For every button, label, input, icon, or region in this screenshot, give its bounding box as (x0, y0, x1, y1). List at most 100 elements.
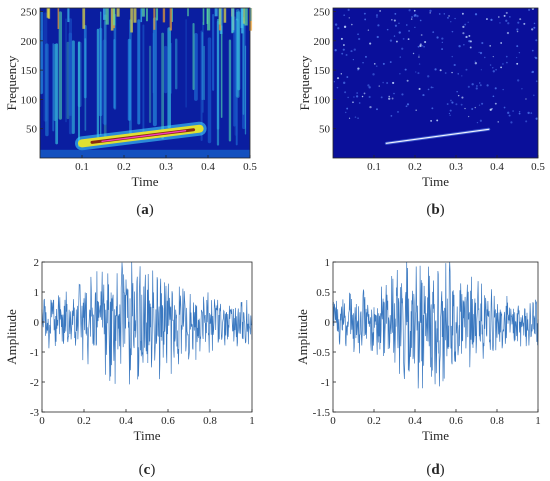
sst-point (489, 64, 492, 66)
scalogram-streak (202, 21, 204, 113)
sst-point (461, 96, 464, 99)
sst-point (412, 52, 415, 55)
sst-point (362, 62, 364, 64)
sst-point (436, 36, 439, 39)
sst-point (469, 46, 472, 49)
panel-a-caption: (a) (136, 202, 154, 218)
y-tick-label: 150 (21, 65, 38, 77)
scalogram-top-patch (162, 8, 166, 23)
x-tick-label: 1 (535, 415, 541, 427)
sst-point (376, 108, 378, 111)
sst-point (405, 105, 408, 108)
panel-a-y-ticks: 50 100 150 200 250 (21, 7, 43, 136)
sst-point (348, 17, 350, 19)
sst-point (343, 81, 346, 85)
sst-point (497, 121, 499, 123)
sst-point (518, 112, 521, 115)
sst-point (460, 103, 463, 106)
sst-point (376, 16, 378, 18)
sst-point (521, 88, 523, 90)
sst-point (343, 44, 345, 46)
sst-point (467, 115, 470, 118)
sst-point (386, 28, 389, 31)
sst-point (399, 56, 401, 58)
y-tick-label: 200 (21, 36, 38, 48)
scalogram-top-patch (141, 8, 145, 17)
sst-point (336, 86, 339, 89)
sst-point (357, 33, 359, 36)
y-tick-label: 50 (26, 124, 38, 136)
sst-point (363, 12, 366, 15)
sst-point (519, 18, 522, 21)
sst-point (484, 56, 486, 59)
sst-point (358, 37, 361, 41)
sst-point (474, 60, 476, 62)
sst-point (407, 38, 410, 41)
sst-point (450, 21, 452, 23)
sst-point (500, 66, 502, 69)
x-tick-label: 0.8 (203, 415, 217, 427)
sst-background (333, 8, 538, 158)
sst-point (393, 92, 395, 95)
sst-point (340, 37, 343, 40)
panel-c-y-ticks: -3 -2 -1 0 1 2 (30, 257, 45, 419)
sst-point (394, 24, 398, 27)
sst-point (451, 55, 453, 58)
sst-point (414, 26, 416, 28)
sst-point (502, 88, 504, 91)
sst-point (365, 55, 367, 58)
sst-point (422, 94, 425, 97)
scalogram-streak (65, 18, 67, 123)
ridge-highlight (101, 130, 187, 143)
scalogram-streak (242, 17, 245, 115)
sst-point (507, 22, 510, 25)
sst-point (497, 16, 500, 18)
sst-point (461, 12, 464, 15)
x-tick-label: 0.2 (408, 161, 422, 173)
sst-point (448, 15, 450, 17)
panel-b-caption-letter: b (431, 202, 439, 218)
y-tick-label: 200 (314, 36, 331, 48)
panel-a-spectrogram (40, 8, 253, 158)
sst-point (495, 68, 497, 71)
sst-point (535, 117, 538, 120)
sst-point (430, 120, 432, 122)
scalogram-streak (207, 37, 212, 144)
scalogram-streak (228, 39, 232, 142)
sst-point (413, 9, 416, 12)
x-tick-label: 1 (249, 415, 255, 427)
sst-point (478, 104, 481, 106)
sst-point (421, 45, 424, 47)
sst-point (503, 106, 506, 109)
sst-point (393, 19, 396, 22)
sst-point (392, 81, 395, 85)
y-tick-label: 1 (325, 257, 331, 269)
sst-point (480, 69, 482, 71)
sst-point (377, 24, 380, 27)
x-tick-label: 0.6 (449, 415, 463, 427)
sst-point (380, 96, 383, 99)
sst-point (516, 28, 519, 31)
panel-d-x-ticks: 0 0.2 0.4 0.6 0.8 1 (330, 409, 541, 427)
scalogram-top-patch (47, 8, 51, 19)
sst-point (505, 11, 508, 14)
sst-point (386, 81, 389, 84)
x-tick-label: 0.5 (531, 161, 545, 173)
scalogram-top-patch (207, 8, 211, 31)
sst-point (388, 95, 390, 98)
sst-point (347, 96, 349, 99)
sst-point (344, 91, 347, 94)
panel-b-x-axis-label: Time (422, 174, 449, 189)
sst-point (434, 68, 437, 71)
sst-point (508, 114, 511, 117)
sst-point (334, 23, 338, 26)
sst-point (358, 102, 361, 104)
sst-point (464, 107, 466, 110)
scalogram-top-patch (153, 8, 156, 30)
sst-point (340, 73, 342, 75)
sst-point (451, 30, 454, 33)
sst-point (388, 97, 391, 100)
sst-point (467, 85, 470, 88)
sst-point (506, 61, 508, 64)
y-tick-label: -2 (30, 377, 39, 389)
